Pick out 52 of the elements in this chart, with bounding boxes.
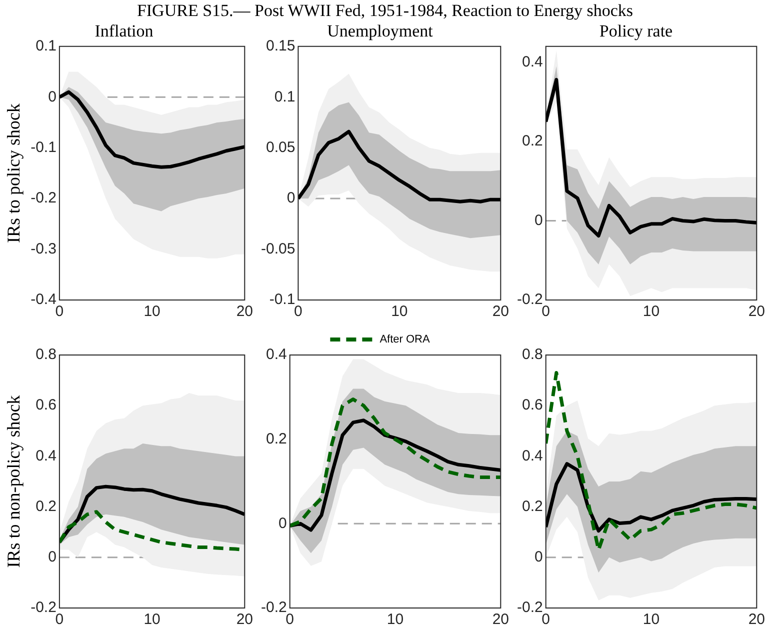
y-tick-label: -0.05 <box>260 240 296 258</box>
chart-title: Policy rate <box>599 22 673 41</box>
y-tick-label: 0 <box>278 514 287 532</box>
chart-title: Inflation <box>94 22 154 41</box>
y-tick-label: -0.1 <box>269 291 296 308</box>
y-tick-label: 0.4 <box>522 53 543 70</box>
x-tick-label: 10 <box>386 611 404 628</box>
y-tick-label: 0.4 <box>266 346 287 364</box>
y-tick-label: 0 <box>48 548 56 566</box>
x-tick-label: 10 <box>642 611 660 628</box>
y-tick-label: 0.1 <box>274 88 296 106</box>
y-tick-label: -0.2 <box>516 291 543 308</box>
y-tick-label: -0.1 <box>30 138 56 156</box>
x-tick-label: 20 <box>236 611 253 628</box>
y-tick-label: 0.2 <box>522 498 543 515</box>
text: FIGURE S15.— Post WWII Fed, 1951-1984, Reaction to Energy shocks <box>136 0 634 22</box>
x-tick-label: 10 <box>391 303 408 320</box>
y-tick-label: 0.8 <box>36 346 56 364</box>
y-tick-label: -0.3 <box>30 240 56 258</box>
line-series <box>290 398 501 528</box>
legend-label: After ORA <box>380 334 430 346</box>
x-tick-label: 10 <box>144 303 160 320</box>
y-tick-label: 0 <box>534 212 543 229</box>
x-tick-label: 20 <box>492 611 509 628</box>
y-tick-label: 0.4 <box>522 447 543 464</box>
x-tick-label: 20 <box>748 611 765 628</box>
y-tick-label: -0.2 <box>260 599 287 616</box>
y-axis-title: IRs to policy shock <box>4 103 24 243</box>
x-tick-label: 10 <box>642 303 660 320</box>
x-tick-label: 20 <box>236 303 253 320</box>
y-tick-label: 0.1 <box>36 38 56 55</box>
x-tick-label: 20 <box>492 303 509 320</box>
x-tick-label: 20 <box>748 303 765 320</box>
y-tick-label: -0.4 <box>30 291 56 308</box>
y-tick-label: -0.2 <box>30 599 56 616</box>
y-axis-title: IRs to non-policy shock <box>4 395 24 568</box>
y-tick-label: 0.6 <box>36 396 56 414</box>
y-tick-label: 0 <box>48 88 56 106</box>
y-tick-label: 0 <box>534 548 543 566</box>
y-tick-label: 0.15 <box>266 38 296 55</box>
y-tick-label: 0.4 <box>36 447 56 464</box>
y-tick-label: -0.2 <box>516 599 543 616</box>
chart-title: Unemployment <box>327 22 434 41</box>
x-tick-label: 10 <box>144 611 160 628</box>
y-tick-label: 0.2 <box>522 132 543 150</box>
y-tick-label: -0.2 <box>30 190 56 207</box>
y-tick-label: 0.8 <box>522 346 543 364</box>
y-tick-label: 0.2 <box>36 498 56 515</box>
y-tick-label: 0.05 <box>266 138 296 156</box>
y-tick-label: 0 <box>286 190 296 207</box>
y-tick-label: 0.2 <box>266 430 287 448</box>
y-tick-label: 0.6 <box>522 396 543 414</box>
